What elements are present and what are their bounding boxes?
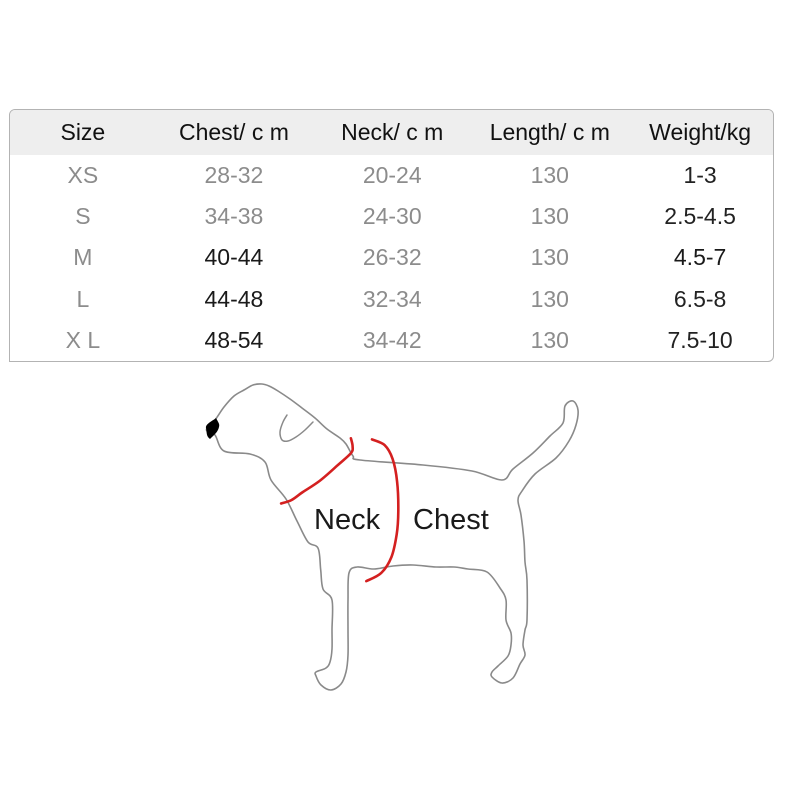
svg-text:Chest: Chest — [413, 504, 489, 536]
svg-text:Neck: Neck — [314, 504, 381, 536]
